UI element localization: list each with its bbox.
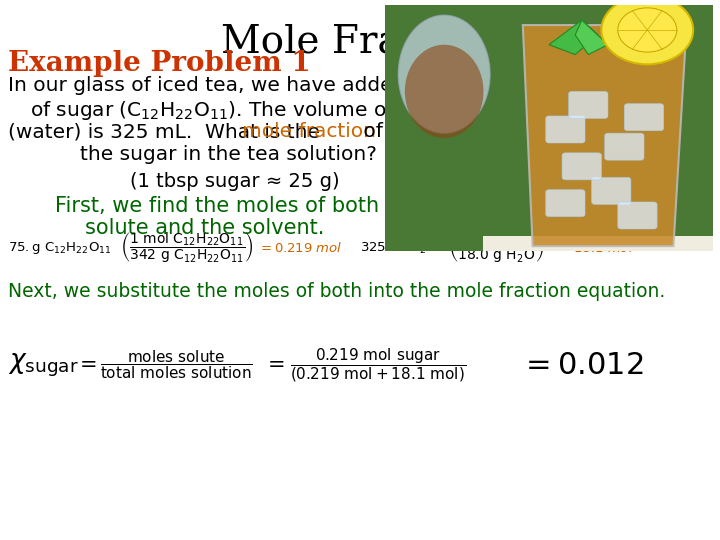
Text: In our glass of iced tea, we have added 3 tbsp: In our glass of iced tea, we have added … bbox=[8, 76, 475, 95]
Text: $\dfrac{\mathregular{0.219\ mol\ sugar}}{\mathregular{(0.219\ mol + 18.1\ mol)}}: $\dfrac{\mathregular{0.219\ mol\ sugar}}… bbox=[290, 346, 466, 384]
Text: $= 0.012$: $= 0.012$ bbox=[520, 350, 644, 380]
Ellipse shape bbox=[405, 45, 484, 138]
Text: $\left(\dfrac{\mathregular{1\ mol\ C_{12}H_{22}O_{11}}}{\mathregular{342\ g\ C_{: $\left(\dfrac{\mathregular{1\ mol\ C_{12… bbox=[120, 231, 254, 265]
Text: $\dfrac{\mathregular{moles\ solute}}{\mathregular{total\ moles\ solution}}$: $\dfrac{\mathregular{moles\ solute}}{\ma… bbox=[100, 349, 253, 381]
Text: $= 0.219\ mol$: $= 0.219\ mol$ bbox=[258, 241, 343, 255]
FancyBboxPatch shape bbox=[546, 116, 585, 143]
FancyBboxPatch shape bbox=[562, 153, 601, 180]
Circle shape bbox=[601, 0, 693, 64]
Text: mole fraction: mole fraction bbox=[242, 122, 376, 141]
Text: the sugar in the tea solution?: the sugar in the tea solution? bbox=[80, 145, 377, 164]
Text: of: of bbox=[357, 122, 383, 141]
Text: $\chi_{\mathregular{sugar}}$: $\chi_{\mathregular{sugar}}$ bbox=[8, 352, 78, 379]
Bar bbox=[484, 237, 713, 251]
Text: Example Problem 1: Example Problem 1 bbox=[8, 50, 310, 77]
Polygon shape bbox=[523, 25, 687, 246]
Polygon shape bbox=[575, 20, 608, 55]
Text: $= 18.1\ mol$: $= 18.1\ mol$ bbox=[557, 241, 634, 255]
Text: Mole Fraction: Mole Fraction bbox=[221, 25, 499, 62]
FancyBboxPatch shape bbox=[618, 202, 657, 229]
FancyBboxPatch shape bbox=[624, 104, 664, 131]
Text: $\mathregular{325mL\ H_{2}O}$: $\mathregular{325mL\ H_{2}O}$ bbox=[360, 240, 437, 255]
Ellipse shape bbox=[398, 15, 490, 133]
Text: =: = bbox=[80, 355, 98, 375]
FancyBboxPatch shape bbox=[592, 177, 631, 205]
Text: (1 tbsp sugar ≈ 25 g): (1 tbsp sugar ≈ 25 g) bbox=[130, 172, 340, 191]
FancyBboxPatch shape bbox=[546, 190, 585, 217]
Circle shape bbox=[618, 8, 677, 52]
Text: First, we find the moles of both the: First, we find the moles of both the bbox=[55, 196, 420, 216]
Text: $\mathregular{75.g\ C_{12}H_{22}O_{11}}$: $\mathregular{75.g\ C_{12}H_{22}O_{11}}$ bbox=[8, 240, 112, 256]
FancyBboxPatch shape bbox=[605, 133, 644, 160]
Text: $\left(\dfrac{\mathregular{1\ mol\ H_{2}O}}{\mathregular{18.0\ g\ H_{2}O}}\right: $\left(\dfrac{\mathregular{1\ mol\ H_{2}… bbox=[448, 231, 544, 265]
Text: of sugar ($\mathregular{C_{12}H_{22}O_{11}}$). The volume of the tea: of sugar ($\mathregular{C_{12}H_{22}O_{1… bbox=[30, 99, 471, 122]
Text: (water) is 325 mL.  What is the: (water) is 325 mL. What is the bbox=[8, 122, 326, 141]
Polygon shape bbox=[549, 20, 598, 55]
Text: Next, we substitute the moles of both into the mole fraction equation.: Next, we substitute the moles of both in… bbox=[8, 282, 665, 301]
Text: solute and the solvent.: solute and the solvent. bbox=[85, 218, 325, 238]
Text: =: = bbox=[268, 355, 286, 375]
FancyBboxPatch shape bbox=[569, 91, 608, 118]
